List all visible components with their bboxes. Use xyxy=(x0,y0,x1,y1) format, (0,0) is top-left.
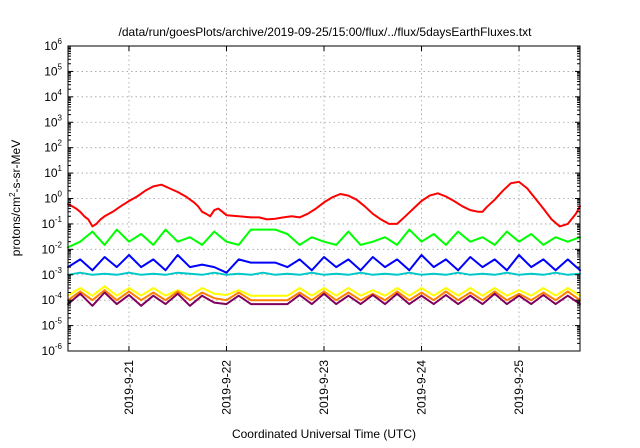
y-axis-ticks: 10610510410310210110010-110-210-310-410-… xyxy=(42,37,580,358)
y-axis-label-rest: -s-sr-MeV xyxy=(9,140,23,193)
y-tick-label: 103 xyxy=(44,113,62,129)
y-tick-label: 10-5 xyxy=(42,317,63,333)
y-tick-label-base: 10 xyxy=(42,344,56,358)
y-tick-label-exponent: 6 xyxy=(58,37,63,46)
y-tick-label: 10-3 xyxy=(42,266,63,282)
y-tick-label-exponent: 2 xyxy=(58,139,63,148)
y-tick-label-exponent: 5 xyxy=(58,62,63,71)
grid-layer xyxy=(68,46,580,351)
series-line-4 xyxy=(67,271,581,276)
y-tick-label-base: 10 xyxy=(44,192,58,206)
y-tick-label-exponent: -2 xyxy=(55,240,63,249)
y-tick-label-base: 10 xyxy=(44,166,58,180)
y-tick-label-base: 10 xyxy=(44,39,58,53)
y-tick-label-base: 10 xyxy=(42,242,56,256)
y-tick-label: 10-1 xyxy=(42,215,63,231)
series-line-1 xyxy=(67,180,581,228)
y-tick-label-exponent: -4 xyxy=(55,291,63,300)
series-line-2 xyxy=(67,228,581,249)
y-tick-label-base: 10 xyxy=(44,90,58,104)
x-tick-label: 2019-9-22 xyxy=(219,360,233,415)
y-tick-label-base: 10 xyxy=(42,268,56,282)
series-layer xyxy=(67,180,581,307)
y-tick-label: 10-4 xyxy=(42,291,63,307)
y-tick-label-exponent: -1 xyxy=(55,215,63,224)
y-tick-label-base: 10 xyxy=(42,217,56,231)
y-tick-label-base: 10 xyxy=(42,319,56,333)
y-tick-label-exponent: 1 xyxy=(58,164,63,173)
y-axis-label-base: protons/cm xyxy=(9,197,23,256)
series-line-5 xyxy=(67,285,581,297)
y-tick-label: 105 xyxy=(44,62,62,78)
y-tick-label: 101 xyxy=(44,164,62,180)
y-tick-label: 10-2 xyxy=(42,240,63,256)
series-line-7 xyxy=(67,291,581,307)
x-tick-label: 2019-9-23 xyxy=(317,360,331,415)
y-tick-label-exponent: -6 xyxy=(55,342,63,351)
y-tick-label-base: 10 xyxy=(44,64,58,78)
y-tick-label: 102 xyxy=(44,139,62,155)
series-line-3 xyxy=(67,254,581,274)
y-tick-label-exponent: 0 xyxy=(58,190,63,199)
y-tick-label: 106 xyxy=(44,37,62,53)
y-tick-label-base: 10 xyxy=(44,115,58,129)
y-tick-label-base: 10 xyxy=(42,293,56,307)
chart-title: /data/run/goesPlots/archive/2019-09-25/1… xyxy=(119,25,533,39)
x-axis-ticks: 2019-9-21 2019-9-22 2019-9-23 2019-9-24 2019… xyxy=(122,46,526,415)
y-tick-label-exponent: 4 xyxy=(58,88,63,97)
y-axis-label-superscript: 2 xyxy=(8,192,17,197)
y-tick-label-base: 10 xyxy=(44,141,58,155)
y-tick-label-exponent: -5 xyxy=(55,317,63,326)
x-tick-label: 2019-9-25 xyxy=(512,360,526,415)
series-line-6 xyxy=(67,289,581,302)
y-axis-label: protons/cm2-s-sr-MeV xyxy=(8,140,23,256)
x-tick-label: 2019-9-21 xyxy=(122,360,136,415)
x-tick-label: 2019-9-24 xyxy=(415,360,429,415)
y-tick-label-exponent: -3 xyxy=(55,266,63,275)
y-tick-label: 10-6 xyxy=(42,342,63,358)
y-tick-label: 100 xyxy=(44,190,62,206)
y-tick-label-exponent: 3 xyxy=(58,113,63,122)
y-tick-label: 104 xyxy=(44,88,62,104)
x-axis-label: Coordinated Universal Time (UTC) xyxy=(232,427,416,441)
